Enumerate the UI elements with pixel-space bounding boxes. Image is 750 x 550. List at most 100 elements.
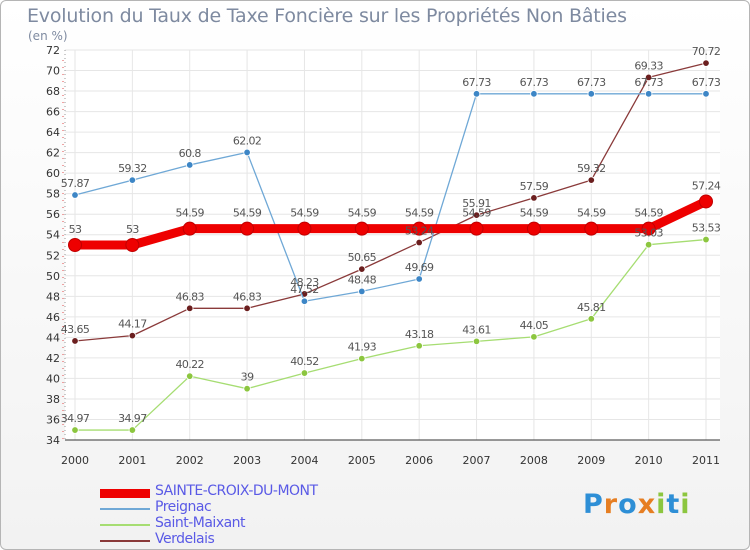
data-point-sainte-croix — [469, 221, 484, 236]
data-point-verdelais — [702, 59, 710, 67]
legend: SAINTE-CROIX-DU-MONT Preignac Saint-Maixan… — [100, 483, 400, 549]
data-point-saint-maixant — [530, 333, 538, 341]
data-label-sainte-croix: 53 — [69, 223, 82, 236]
x-tick-label: 2004 — [290, 454, 318, 467]
data-label-preignac: 47.52 — [290, 283, 319, 296]
data-label-preignac: 67.73 — [634, 76, 663, 89]
logo-letter: o — [618, 489, 638, 520]
series-line-verdelais — [74, 62, 707, 342]
logo-letter: x — [637, 489, 657, 520]
y-tick-label: 42 — [46, 352, 60, 365]
data-point-verdelais — [472, 211, 481, 219]
data-label-saint-maixant: 53.03 — [634, 227, 663, 240]
y-tick-label: 52 — [46, 249, 60, 262]
data-label-sainte-croix: 54.59 — [175, 207, 204, 220]
unit-label: (en %) — [28, 29, 68, 43]
data-point-preignac — [644, 90, 653, 98]
logo-letter: i — [656, 489, 667, 520]
plot-area — [65, 50, 720, 440]
y-tick-label: 72 — [46, 44, 60, 57]
data-point-sainte-croix — [182, 221, 197, 236]
data-label-saint-maixant: 45.81 — [577, 301, 606, 314]
data-point-preignac — [358, 287, 366, 296]
data-point-verdelais — [587, 176, 595, 184]
data-point-sainte-croix — [526, 221, 541, 236]
data-label-verdelais: 44.17 — [118, 318, 147, 331]
data-label-verdelais: 43.65 — [61, 323, 90, 336]
logo-letter: i — [680, 489, 691, 520]
data-label-sainte-croix: 54.59 — [520, 207, 549, 220]
data-point-preignac — [702, 90, 710, 98]
logo-letter: P — [583, 489, 604, 520]
data-point-sainte-croix — [412, 221, 427, 236]
data-point-sainte-croix — [354, 221, 369, 236]
data-label-saint-maixant: 41.93 — [348, 341, 377, 354]
data-label-saint-maixant: 34.97 — [118, 412, 147, 425]
data-point-preignac — [243, 148, 251, 157]
legend-label: Saint-Maixant — [155, 515, 246, 531]
data-label-sainte-croix: 54.59 — [634, 207, 663, 220]
data-label-saint-maixant: 39 — [241, 371, 254, 384]
data-label-preignac: 62.02 — [233, 134, 262, 147]
data-point-preignac — [186, 161, 194, 169]
data-label-saint-maixant: 40.52 — [290, 355, 319, 368]
legend-swatch — [100, 524, 150, 526]
data-label-verdelais: 48.23 — [290, 276, 319, 289]
y-tick-label: 44 — [46, 331, 60, 344]
data-label-preignac: 67.73 — [520, 76, 549, 89]
data-label-preignac: 48.48 — [348, 273, 377, 286]
data-point-sainte-croix — [240, 221, 255, 236]
logo-letter: t — [666, 489, 681, 520]
legend-swatch — [100, 489, 150, 498]
y-tick-label: 56 — [46, 208, 60, 221]
data-point-saint-maixant — [702, 235, 710, 244]
data-point-saint-maixant — [186, 372, 194, 380]
data-point-preignac — [300, 297, 309, 305]
y-tick-label: 70 — [46, 65, 60, 78]
data-point-saint-maixant — [415, 342, 423, 350]
data-label-sainte-croix: 54.59 — [577, 207, 606, 220]
y-tick-label: 50 — [46, 270, 60, 283]
data-label-verdelais: 46.83 — [175, 290, 204, 303]
data-point-preignac — [71, 191, 79, 199]
data-label-verdelais: 55.91 — [462, 197, 491, 210]
data-point-preignac — [587, 90, 595, 98]
data-label-preignac: 67.73 — [692, 76, 721, 89]
y-tick-label: 66 — [46, 106, 60, 119]
data-point-verdelais — [243, 304, 251, 313]
data-point-preignac — [530, 90, 538, 98]
legend-item: Preignac — [100, 499, 400, 517]
data-label-sainte-croix: 54.59 — [462, 207, 491, 220]
x-tick-label: 2007 — [463, 454, 491, 467]
data-point-sainte-croix — [68, 238, 82, 252]
data-label-sainte-croix: 54.59 — [290, 207, 319, 220]
x-tick-label: 2008 — [520, 454, 548, 467]
data-point-verdelais — [128, 331, 137, 340]
data-label-saint-maixant: 53.53 — [692, 222, 721, 235]
data-point-sainte-croix — [699, 194, 713, 209]
legend-item: Verdelais — [100, 531, 400, 549]
data-label-verdelais: 59.32 — [577, 162, 606, 175]
y-tick-label: 62 — [46, 147, 60, 160]
data-label-saint-maixant: 44.05 — [520, 319, 549, 332]
legend-label: SAINTE-CROIX-DU-MONT — [155, 483, 318, 499]
data-label-sainte-croix: 54.59 — [405, 207, 434, 220]
y-tick-label: 64 — [46, 126, 60, 139]
x-tick-label: 2001 — [118, 454, 146, 467]
proxiti-logo: Proxiti — [583, 489, 691, 520]
data-label-sainte-croix: 54.59 — [348, 207, 377, 220]
y-tick-label: 36 — [46, 413, 60, 426]
legend-item: SAINTE-CROIX-DU-MONT — [100, 483, 400, 501]
data-label-preignac: 59.32 — [118, 162, 147, 175]
x-tick-label: 2011 — [692, 454, 720, 467]
data-label-verdelais: 69.33 — [634, 59, 663, 72]
x-tick-label: 2010 — [635, 454, 663, 467]
data-point-preignac — [472, 90, 481, 98]
data-point-verdelais — [186, 304, 194, 313]
series-line-preignac — [74, 93, 707, 302]
legend-item: Saint-Maixant — [100, 515, 400, 533]
y-tick-label: 46 — [46, 311, 60, 324]
data-point-sainte-croix — [125, 238, 140, 252]
x-tick-label: 2003 — [233, 454, 261, 467]
